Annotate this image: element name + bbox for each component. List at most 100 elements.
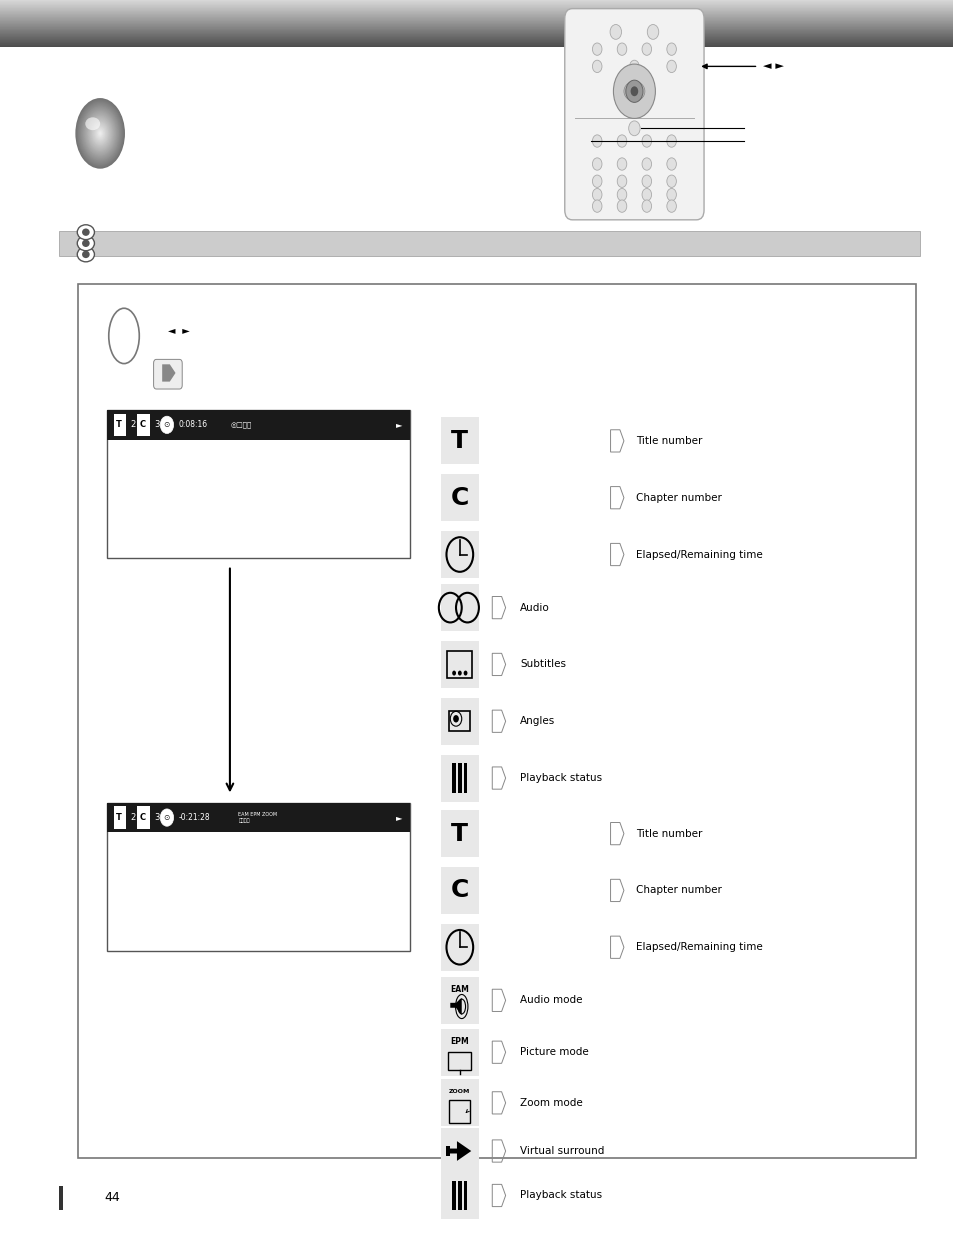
Circle shape xyxy=(666,189,676,201)
Circle shape xyxy=(617,189,626,201)
Text: Chapter number: Chapter number xyxy=(636,493,721,503)
Ellipse shape xyxy=(91,121,110,146)
Ellipse shape xyxy=(78,101,122,165)
Circle shape xyxy=(160,809,173,826)
Circle shape xyxy=(641,189,651,201)
Circle shape xyxy=(641,175,651,188)
Text: Title number: Title number xyxy=(636,436,702,446)
Text: Playback status: Playback status xyxy=(519,1191,601,1200)
Circle shape xyxy=(666,43,676,56)
Bar xyxy=(440,474,478,521)
Text: Elapsed/Remaining time: Elapsed/Remaining time xyxy=(636,550,762,559)
Circle shape xyxy=(592,43,601,56)
Circle shape xyxy=(625,80,642,103)
Polygon shape xyxy=(448,1141,471,1161)
Text: C: C xyxy=(140,420,146,430)
Bar xyxy=(440,1172,478,1219)
Ellipse shape xyxy=(96,127,104,140)
Ellipse shape xyxy=(97,128,103,138)
Text: Title number: Title number xyxy=(636,829,702,839)
Ellipse shape xyxy=(76,99,124,168)
Ellipse shape xyxy=(85,111,115,156)
Bar xyxy=(440,641,478,688)
Circle shape xyxy=(666,61,676,73)
Circle shape xyxy=(463,671,467,676)
Text: 0:08:16: 0:08:16 xyxy=(178,420,208,430)
Circle shape xyxy=(592,175,601,188)
Ellipse shape xyxy=(81,106,119,161)
Text: T: T xyxy=(451,429,468,453)
Text: -0:21:28: -0:21:28 xyxy=(178,813,210,823)
Bar xyxy=(449,711,470,731)
Bar xyxy=(440,755,478,802)
Ellipse shape xyxy=(89,117,112,149)
Bar xyxy=(440,698,478,745)
Circle shape xyxy=(641,158,651,170)
Ellipse shape xyxy=(82,251,90,258)
Text: Audio mode: Audio mode xyxy=(519,995,582,1005)
Ellipse shape xyxy=(82,107,118,159)
Bar xyxy=(440,867,478,914)
Circle shape xyxy=(617,175,626,188)
Text: 3: 3 xyxy=(154,420,160,430)
Bar xyxy=(452,1181,456,1210)
Text: Elapsed/Remaining time: Elapsed/Remaining time xyxy=(636,942,762,952)
Text: Playback status: Playback status xyxy=(519,773,601,783)
Circle shape xyxy=(666,135,676,147)
Text: Virtual surround: Virtual surround xyxy=(519,1146,603,1156)
Ellipse shape xyxy=(88,116,112,151)
Text: 3: 3 xyxy=(154,813,160,823)
Ellipse shape xyxy=(92,122,108,144)
Text: 2: 2 xyxy=(131,813,136,823)
Circle shape xyxy=(629,61,639,73)
Ellipse shape xyxy=(90,119,111,148)
Circle shape xyxy=(630,86,638,96)
Circle shape xyxy=(646,25,658,40)
Circle shape xyxy=(160,416,173,433)
Bar xyxy=(463,1181,467,1210)
Ellipse shape xyxy=(77,225,94,240)
Bar xyxy=(107,410,410,558)
Bar xyxy=(113,806,126,829)
Circle shape xyxy=(666,175,676,188)
Polygon shape xyxy=(162,364,175,382)
Ellipse shape xyxy=(77,236,94,251)
Bar xyxy=(440,417,478,464)
Text: ◄  ►: ◄ ► xyxy=(168,326,190,336)
Bar xyxy=(440,1079,478,1126)
Bar xyxy=(113,414,126,436)
Bar xyxy=(448,1052,471,1070)
Circle shape xyxy=(617,135,626,147)
Bar xyxy=(440,924,478,971)
Circle shape xyxy=(592,200,601,212)
Ellipse shape xyxy=(75,98,125,169)
Ellipse shape xyxy=(95,126,105,141)
Bar xyxy=(440,584,478,631)
Circle shape xyxy=(592,61,601,73)
Text: ⊙: ⊙ xyxy=(164,813,170,823)
Text: Chapter number: Chapter number xyxy=(636,885,721,895)
Ellipse shape xyxy=(94,125,106,142)
Polygon shape xyxy=(445,1146,450,1156)
Text: T: T xyxy=(451,821,468,846)
Circle shape xyxy=(453,715,458,722)
Circle shape xyxy=(592,135,601,147)
Text: C: C xyxy=(140,813,146,823)
Text: EAM: EAM xyxy=(450,984,469,994)
Ellipse shape xyxy=(85,117,100,130)
Bar xyxy=(137,806,150,829)
Circle shape xyxy=(641,135,651,147)
Bar xyxy=(447,651,472,678)
Circle shape xyxy=(609,25,621,40)
Ellipse shape xyxy=(623,82,644,101)
Bar xyxy=(59,1186,63,1210)
Text: C: C xyxy=(450,485,469,510)
Ellipse shape xyxy=(85,112,115,154)
Ellipse shape xyxy=(84,110,116,157)
Circle shape xyxy=(617,43,626,56)
Text: Audio: Audio xyxy=(519,603,549,613)
Text: ►: ► xyxy=(395,813,401,823)
Bar xyxy=(449,1100,470,1123)
Text: EAM EPM ZOOM
⛶⬜⛶⏸: EAM EPM ZOOM ⛶⬜⛶⏸ xyxy=(238,813,277,823)
Bar xyxy=(107,803,410,951)
